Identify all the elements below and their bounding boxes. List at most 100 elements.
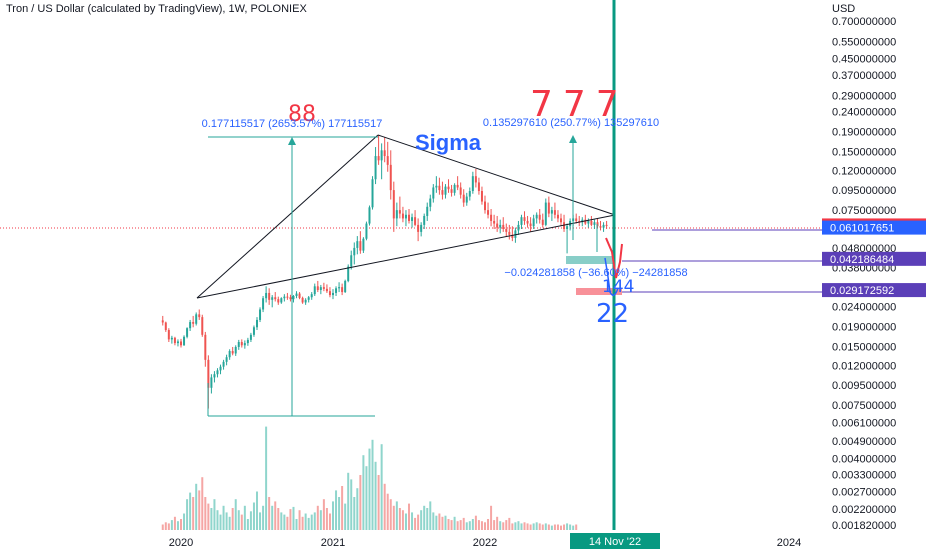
price-tick-label: 0.700000000 [832,16,896,28]
time-axis[interactable] [0,530,932,550]
candle-body [447,186,450,190]
drawings-front: 88 777 144 22 Sigma 0.177115517 (2653.57… [196,0,688,530]
hand-144: 144 [602,277,634,297]
volume-bar [256,491,258,530]
candle-body [380,150,383,161]
volume-bar [262,505,265,530]
candle-body [401,213,404,219]
candle-body [198,314,201,318]
volume-bar [517,521,520,530]
candle-body [222,361,225,367]
volume-bar [526,523,529,530]
volume-bar [322,499,325,530]
price-tick-label: 0.190000000 [832,126,896,138]
price-tick-label: 0.007500000 [832,400,896,412]
volume-bar [547,524,550,530]
candle-body [532,218,535,227]
candle-body [316,286,319,291]
candle-body [344,280,347,293]
candle-body [563,222,566,230]
volume-bar [499,521,502,530]
volume-bar [234,499,237,530]
sigma-label: Sigma [415,130,482,155]
candle-body [499,224,502,228]
volume-bar [383,483,386,530]
price-tick-label: 0.075000000 [832,205,896,217]
volume-bar [353,497,356,530]
candle-body [392,190,395,219]
volume-bar [438,513,441,530]
volume-bar [368,448,371,530]
triangle-line-top[interactable] [377,134,616,216]
volume-bar [201,477,204,530]
volume-bar [411,512,414,530]
triangle-line-bottom[interactable] [196,214,616,299]
candle-body [298,293,301,298]
volume-bar [566,523,569,530]
hand-red-check [605,237,623,279]
candle-body [256,319,258,328]
price-tick-label: 0.009500000 [832,380,896,392]
volume-bar [529,524,532,530]
volume-bar [374,461,377,530]
candle-body [414,217,417,225]
volume-bar [362,455,365,530]
candle-body [319,287,322,291]
volume-bar [249,511,252,530]
candle-body [553,210,556,215]
volume-bar [572,525,575,530]
chart-title: Tron / US Dollar (calculated by TradingV… [6,3,307,15]
price-tick-label: 0.550000000 [832,36,896,48]
candle-body [161,320,164,323]
volume-bar [341,486,344,530]
volume-bar [441,516,444,530]
candle-body [480,191,483,202]
volume-bar [195,483,198,530]
plot-area[interactable] [0,0,822,530]
volume-bar [404,513,407,530]
candle-body [584,219,587,224]
candle-body [560,218,562,223]
position-loss-zone[interactable] [576,288,622,295]
candle-body [581,219,584,223]
candle-body [353,247,356,256]
volume-bars [161,426,578,530]
candle-body [341,287,344,293]
price-tick-label: 0.015000000 [832,341,896,353]
candle-body [456,184,459,188]
volume-bar [389,499,392,530]
volume-bar [198,490,201,530]
volume-bar [180,519,182,530]
candle-body [544,202,547,225]
volume-bar [462,517,465,530]
volume-bar [219,514,222,530]
volume-bar [444,515,447,530]
time-tick-label: 2024 [777,537,801,549]
hand-88: 88 [288,102,316,127]
volume-bar [563,524,566,530]
volume-bar [538,523,541,530]
measure1-arrow-head [288,137,296,145]
volume-bar [511,523,514,530]
volume-bar [505,520,508,530]
position-profit-zone[interactable] [566,256,614,264]
price-badge-label: 0.061017651 [830,223,894,235]
candle-body [216,370,219,375]
drawings-back [0,227,822,293]
candle-body [368,207,371,224]
volume-bar [398,508,401,530]
volume-bar [456,521,459,530]
candle-body [514,230,517,238]
volume-bar [435,515,438,530]
candle-body [170,337,173,340]
currency-label: USD [832,3,855,15]
volume-bar [459,520,462,530]
volume-bar [553,524,556,530]
candle-body [423,215,426,225]
price-tick-label: 0.290000000 [832,91,896,103]
volume-bar [265,426,268,530]
candle-body [252,327,255,335]
candle-body [374,156,377,180]
triangle-line-left[interactable] [196,134,379,299]
volume-bar [429,501,432,530]
